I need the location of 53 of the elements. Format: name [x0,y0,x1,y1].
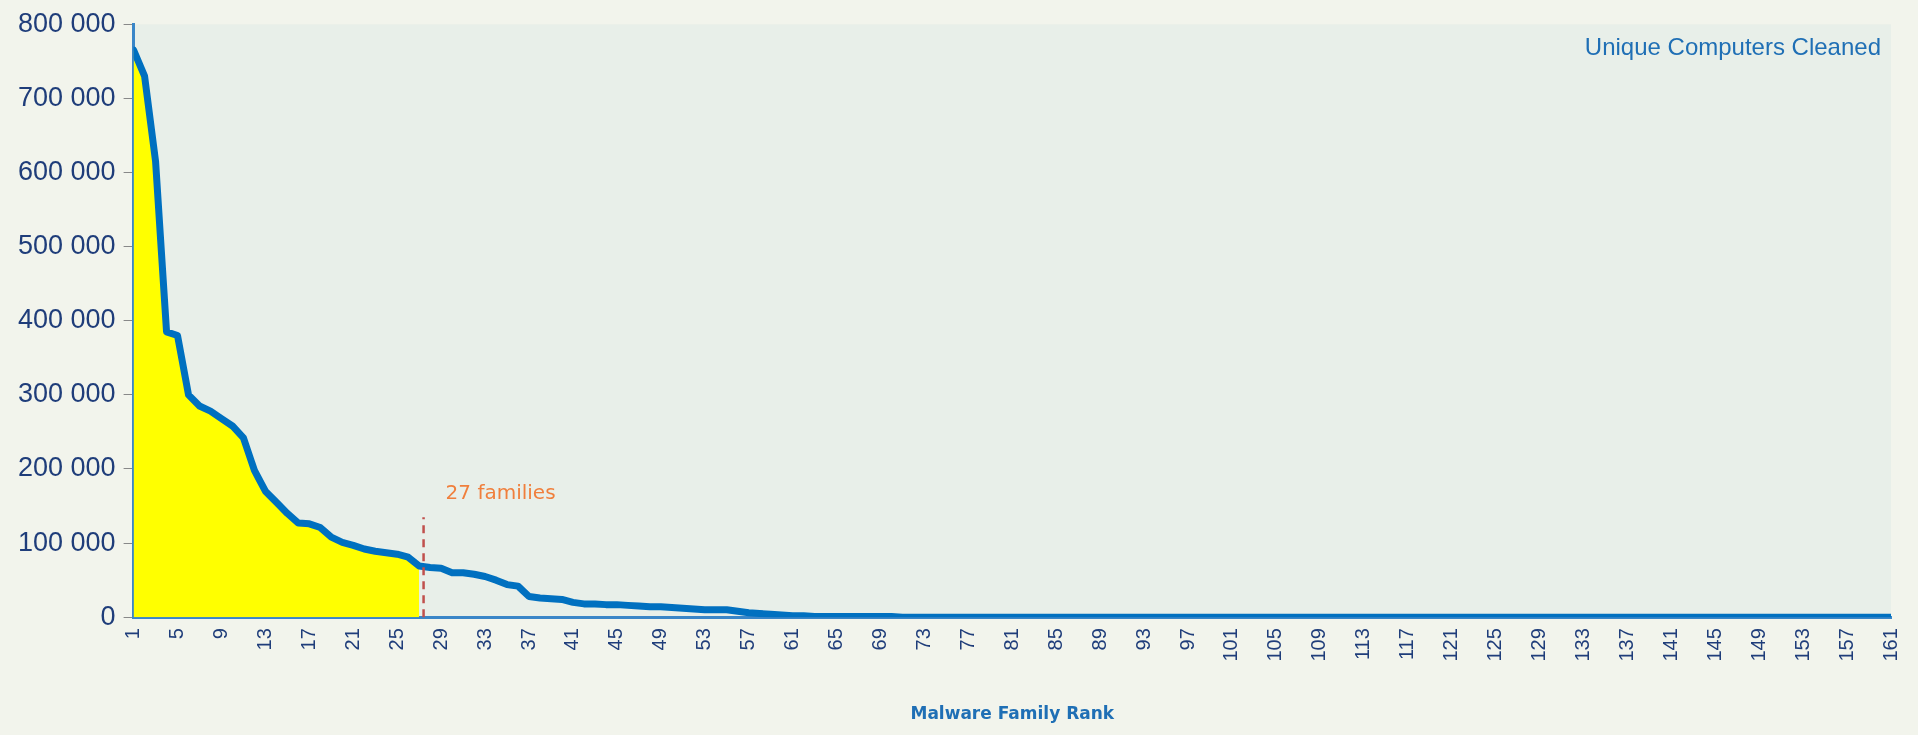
x-tick-label: 73 [911,628,934,651]
x-tick-label: 101 [1219,628,1242,662]
x-tick-label: 137 [1614,628,1637,662]
x-tick-label: 97 [1175,628,1198,651]
y-tick-label: 600 000 [17,155,116,186]
x-tick-label: 41 [560,628,583,651]
x-tick-label: 25 [384,628,407,651]
x-tick-label: 53 [692,628,715,651]
y-tick-label: 500 000 [17,230,116,261]
chart-title: Unique Computers Cleaned [1584,32,1881,60]
x-tick-label: 157 [1834,628,1857,662]
y-tick-label: 200 000 [17,452,116,483]
x-tick-label: 133 [1570,628,1593,662]
x-tick-label: 37 [516,628,539,651]
y-tick-label: 700 000 [17,81,116,112]
x-tick-label: 9 [208,628,231,640]
x-tick-label: 121 [1439,628,1462,662]
y-tick-label: 800 000 [17,7,116,38]
x-tick-label: 65 [824,628,847,651]
x-tick-label: 61 [780,628,803,651]
x-tick-label: 145 [1702,628,1725,662]
x-axis-title: Malware Family Rank [910,703,1115,724]
y-tick-label: 100 000 [17,526,116,557]
x-tick-label: 161 [1878,628,1901,662]
x-tick-label: 125 [1483,628,1506,662]
x-tick-label: 49 [648,628,671,651]
ref-line-label: 27 families [445,480,556,505]
x-tick-label: 33 [472,628,495,651]
x-tick-label: 85 [1043,628,1066,651]
x-tick-label: 29 [428,628,451,651]
x-tick-label: 105 [1263,628,1286,662]
x-tick-label: 13 [252,628,275,651]
y-tick-label: 0 [100,600,116,631]
x-tick-label: 129 [1527,628,1550,662]
x-tick-label: 89 [1087,628,1110,651]
x-tick-label: 45 [604,628,627,651]
x-tick-label: 57 [736,628,759,651]
x-tick-label: 93 [1131,628,1154,651]
x-tick-label: 1 [121,628,144,640]
x-tick-label: 81 [999,628,1022,651]
x-tick-label: 5 [165,628,188,640]
x-tick-label: 113 [1351,628,1374,661]
y-tick-label: 300 000 [17,378,116,409]
x-tick-label: 77 [955,628,978,651]
y-tick-label: 400 000 [17,304,116,335]
x-tick-label: 153 [1790,628,1813,662]
x-tick-label: 149 [1746,628,1769,662]
x-tick-label: 17 [296,628,319,651]
x-tick-label: 21 [340,628,363,651]
x-tick-label: 109 [1307,628,1330,662]
x-tick-label: 117 [1395,628,1418,661]
x-tick-label: 69 [868,628,891,651]
x-tick-label: 141 [1658,628,1681,662]
